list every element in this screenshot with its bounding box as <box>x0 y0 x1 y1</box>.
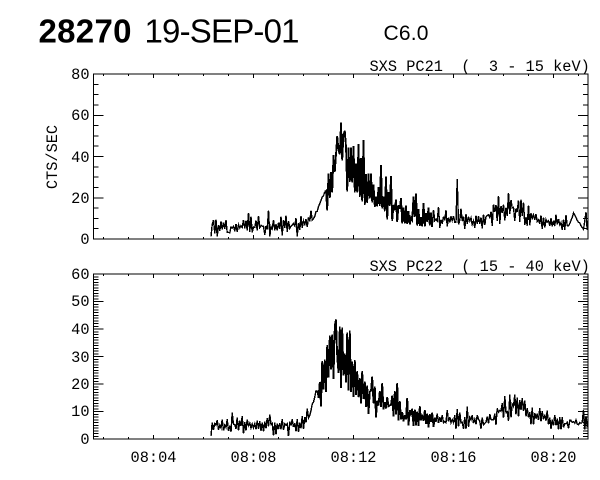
svg-text:80: 80 <box>71 66 89 84</box>
svg-text:C6.0: C6.0 <box>384 22 429 45</box>
svg-text:08:04: 08:04 <box>131 449 177 467</box>
svg-text:60: 60 <box>71 266 89 284</box>
svg-text:08:16: 08:16 <box>431 449 477 467</box>
svg-text:40: 40 <box>71 149 89 167</box>
svg-text:28270: 28270 <box>39 13 132 50</box>
svg-text:30: 30 <box>71 349 89 367</box>
svg-text:08:20: 08:20 <box>531 449 577 467</box>
svg-text:50: 50 <box>71 293 89 311</box>
svg-text:SXS PC21 ( 3 - 15 keV): SXS PC21 ( 3 - 15 keV) <box>370 58 590 76</box>
svg-text:40: 40 <box>71 321 89 339</box>
svg-text:20: 20 <box>71 190 89 208</box>
svg-text:08:08: 08:08 <box>231 449 277 467</box>
svg-text:19-SEP-01: 19-SEP-01 <box>145 13 299 50</box>
svg-text:60: 60 <box>71 107 89 125</box>
svg-text:CTS/SEC: CTS/SEC <box>44 125 62 189</box>
svg-text:0: 0 <box>80 231 89 249</box>
svg-text:08:12: 08:12 <box>331 449 377 467</box>
svg-text:0: 0 <box>80 431 89 449</box>
svg-text:20: 20 <box>71 376 89 394</box>
svg-text:10: 10 <box>71 403 89 421</box>
svg-text:SXS PC22 ( 15 - 40 keV): SXS PC22 ( 15 - 40 keV) <box>370 258 590 276</box>
